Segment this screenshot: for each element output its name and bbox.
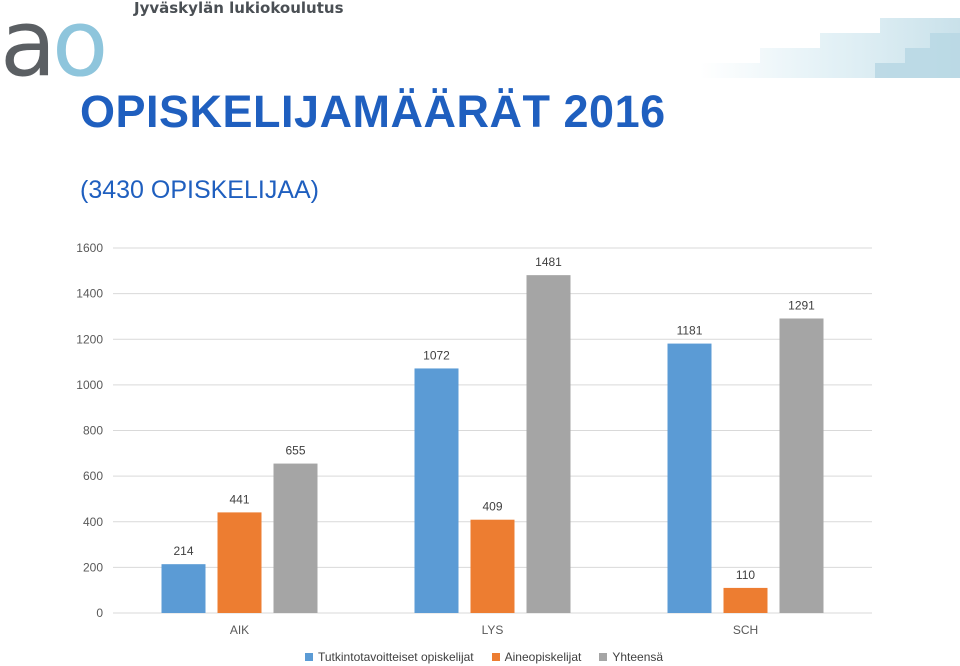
- page-subtitle: (3430 OPISKELIJAA): [80, 176, 320, 204]
- y-tick-label: 1600: [76, 241, 103, 255]
- logo-mark-a: a: [0, 0, 56, 80]
- legend-swatch: [491, 653, 500, 661]
- data-label: 1481: [535, 255, 562, 269]
- data-label: 1072: [423, 348, 450, 362]
- data-label: 409: [482, 500, 502, 514]
- bar: [161, 564, 206, 613]
- bar: [470, 519, 515, 613]
- x-category-label: SCH: [733, 623, 758, 637]
- legend-swatch: [305, 653, 313, 661]
- logo-mark-o: o: [52, 0, 108, 80]
- legend-label: Tutkintotavoitteiset opiskelijat: [318, 650, 474, 664]
- bar: [779, 318, 824, 613]
- y-tick-label: 800: [83, 424, 103, 438]
- legend-item: Yhteensä: [599, 650, 663, 664]
- bar: [273, 463, 318, 613]
- data-label: 655: [285, 444, 305, 458]
- legend-label: Yhteensä: [612, 650, 664, 664]
- decorative-stairs-graphic: [700, 18, 960, 78]
- legend-label: Aineopiskelijat: [504, 650, 582, 664]
- page-title: OPISKELIJAMÄÄRÄT 2016: [80, 86, 666, 137]
- data-label: 214: [173, 544, 193, 558]
- y-tick-label: 1000: [76, 378, 103, 392]
- y-tick-label: 1200: [76, 332, 103, 346]
- bar: [414, 368, 459, 613]
- organization-name: Jyväskylän lukiokoulutus: [134, 0, 344, 17]
- x-category-label: AIK: [230, 623, 249, 637]
- y-tick-label: 0: [96, 606, 103, 620]
- chart-legend: Tutkintotavoitteiset opiskelijat Aineopis…: [305, 650, 663, 664]
- bar: [667, 343, 712, 613]
- data-label: 1181: [677, 324, 703, 338]
- x-category-label: LYS: [482, 623, 504, 637]
- legend-item: Aineopiskelijat: [491, 650, 582, 664]
- y-tick-label: 200: [83, 560, 103, 574]
- legend-swatch: [599, 653, 608, 661]
- bar: [723, 587, 768, 613]
- data-label: 441: [229, 492, 249, 506]
- y-tick-label: 400: [83, 515, 103, 529]
- y-tick-label: 600: [83, 469, 103, 483]
- data-label: 110: [736, 568, 755, 582]
- data-label: 1291: [788, 298, 815, 312]
- legend-item: Tutkintotavoitteiset opiskelijat: [305, 650, 474, 664]
- bar: [217, 512, 262, 613]
- logo: a o: [0, 0, 108, 80]
- y-tick-label: 1400: [76, 287, 103, 301]
- bar: [526, 275, 571, 613]
